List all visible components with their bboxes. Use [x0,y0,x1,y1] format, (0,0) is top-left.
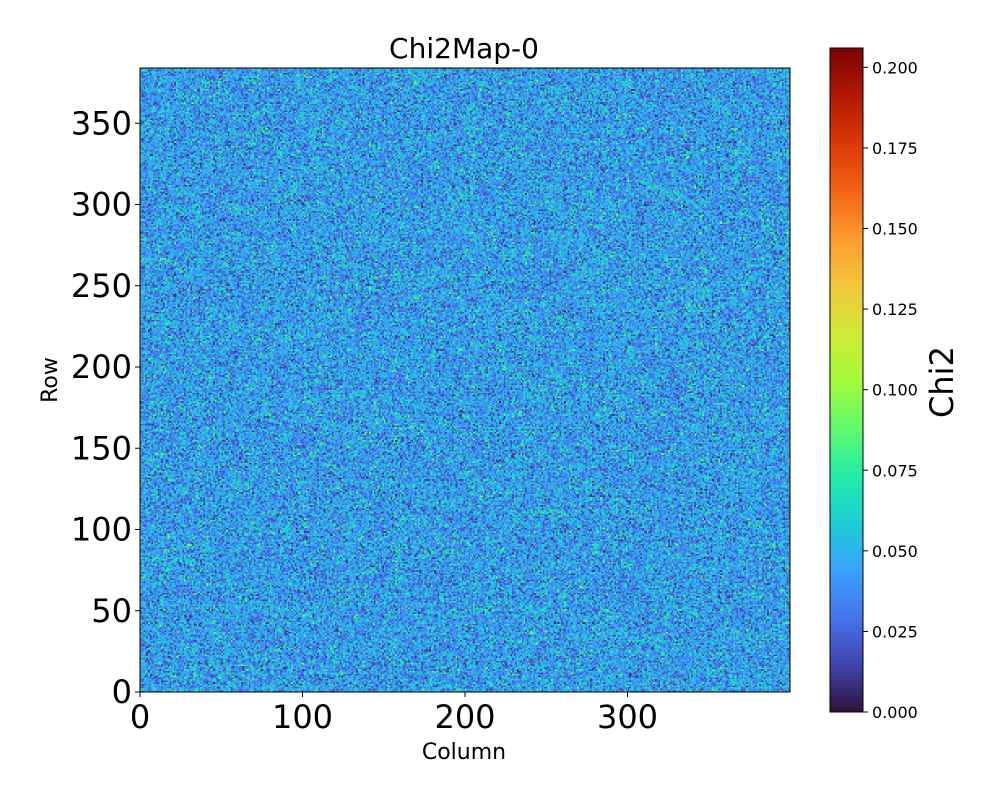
y-tick-label: 0 [112,673,132,711]
colorbar: 0.000 0.025 0.050 0.075 0.100 0.125 0.150 0.175… [829,47,961,722]
colorbar-tick-label: 0.050 [872,542,918,561]
y-tick-label: 50 [91,592,132,630]
y-tick-label: 250 [71,267,132,305]
colorbar-gradient [829,47,864,713]
colorbar-tick-label: 0.000 [872,703,918,722]
colorbar-tick-label: 0.125 [872,300,918,319]
x-tick-label: 0 [130,698,150,736]
y-axis-ticks: 0 50 100 150 200 250 300 350 [71,104,140,711]
heatmap-plot-area [139,67,791,693]
heatmap-image [140,68,790,692]
x-tick-label: 200 [434,698,495,736]
colorbar-tick-label: 0.150 [872,220,918,239]
y-tick-label: 100 [71,511,132,549]
colorbar-ticks: 0.000 0.025 0.050 0.075 0.100 0.125 0.150 0.175… [863,58,918,722]
x-tick-label: 300 [597,698,658,736]
colorbar-tick-label: 0.100 [872,381,918,400]
colorbar-tick-label: 0.025 [872,622,918,641]
y-tick-label: 350 [71,104,132,142]
chart-title: Chi2Map-0 [389,32,539,65]
x-axis-ticks: 0 100 200 300 [130,692,658,736]
colorbar-label: Chi2 [923,346,961,418]
y-tick-label: 200 [71,348,132,386]
x-tick-label: 100 [272,698,333,736]
y-tick-label: 150 [71,429,132,467]
y-tick-label: 300 [71,186,132,224]
colorbar-tick-label: 0.075 [872,461,918,480]
colorbar-tick-label: 0.200 [872,58,918,77]
colorbar-tick-label: 0.175 [872,139,918,158]
y-axis-label: Row [38,357,63,403]
x-axis-label: Column [422,740,506,765]
